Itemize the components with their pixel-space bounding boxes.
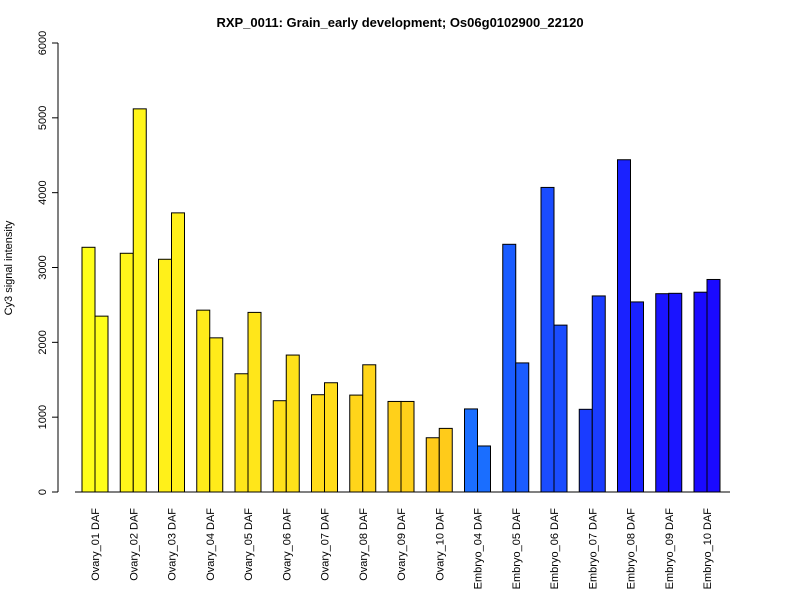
- x-tick-label: Ovary_02 DAF: [128, 508, 140, 581]
- bar: [591, 295, 606, 493]
- bar: [119, 252, 134, 493]
- y-tick-label: 3000: [37, 255, 49, 279]
- y-axis: 0 1000 2000 3000 4000 5000 6000: [37, 31, 59, 495]
- x-tick-label: Embryo_08 DAF: [626, 508, 638, 590]
- x-tick-labels: Ovary_01 DAF Ovary_02 DAF Ovary_03 DAF Ovar…: [90, 508, 714, 590]
- y-tick-label: 0: [37, 489, 49, 495]
- x-tick-label: Ovary_04 DAF: [205, 508, 217, 581]
- y-tick-label: 5000: [37, 106, 49, 130]
- bar: [349, 394, 364, 493]
- bar: [655, 293, 670, 493]
- bar: [209, 337, 224, 493]
- y-tick-label: 6000: [37, 31, 49, 55]
- bar: [285, 354, 300, 493]
- bar: [617, 159, 631, 493]
- bar: [553, 324, 568, 493]
- x-tick-label: Embryo_10 DAF: [702, 508, 714, 590]
- bar: [94, 315, 109, 493]
- bar: [706, 278, 721, 493]
- y-tick-label: 1000: [37, 405, 49, 429]
- x-tick-label: Ovary_10 DAF: [434, 508, 446, 581]
- bar: [132, 108, 147, 493]
- x-tick-label: Ovary_06 DAF: [281, 508, 293, 581]
- bar: [693, 291, 708, 493]
- bar: [464, 408, 478, 493]
- x-tick-label: Ovary_05 DAF: [243, 508, 255, 581]
- bar: [158, 258, 172, 493]
- bar: [362, 364, 377, 493]
- bar: [234, 373, 249, 493]
- x-tick-label: Embryo_06 DAF: [549, 508, 561, 590]
- bar: [578, 408, 593, 493]
- chart-title: RXP_0011: Grain_early development; Os06g…: [216, 15, 583, 30]
- x-tick-label: Embryo_07 DAF: [587, 508, 599, 590]
- bar: [81, 246, 96, 493]
- x-tick-label: Ovary_08 DAF: [358, 508, 370, 581]
- bar: [540, 186, 555, 493]
- x-tick-label: Embryo_05 DAF: [511, 508, 523, 590]
- bar: [171, 212, 185, 493]
- bar: [324, 382, 338, 493]
- bars: [81, 108, 721, 493]
- bar: [400, 400, 415, 493]
- bar: [272, 400, 287, 493]
- x-tick-label: Embryo_04 DAF: [473, 508, 485, 590]
- x-tick-label: Ovary_09 DAF: [396, 508, 408, 581]
- bar: [387, 400, 402, 493]
- bar: [630, 301, 644, 493]
- bar: [311, 394, 325, 493]
- x-tick-label: Ovary_01 DAF: [90, 508, 102, 581]
- x-tick-label: Embryo_09 DAF: [664, 508, 676, 590]
- x-tick-label: Ovary_03 DAF: [167, 508, 179, 581]
- bar: [425, 437, 440, 493]
- y-tick-label: 2000: [37, 330, 49, 354]
- x-tick-label: Ovary_07 DAF: [320, 508, 332, 581]
- y-axis-label: Cy3 signal intensity: [3, 220, 15, 315]
- bar: [502, 243, 517, 493]
- bar: [438, 427, 453, 493]
- bar: [515, 362, 530, 493]
- y-tick-label: 4000: [37, 180, 49, 204]
- bar: [477, 445, 491, 493]
- bar: [668, 292, 683, 493]
- bar: [247, 311, 262, 493]
- bar: [196, 309, 211, 493]
